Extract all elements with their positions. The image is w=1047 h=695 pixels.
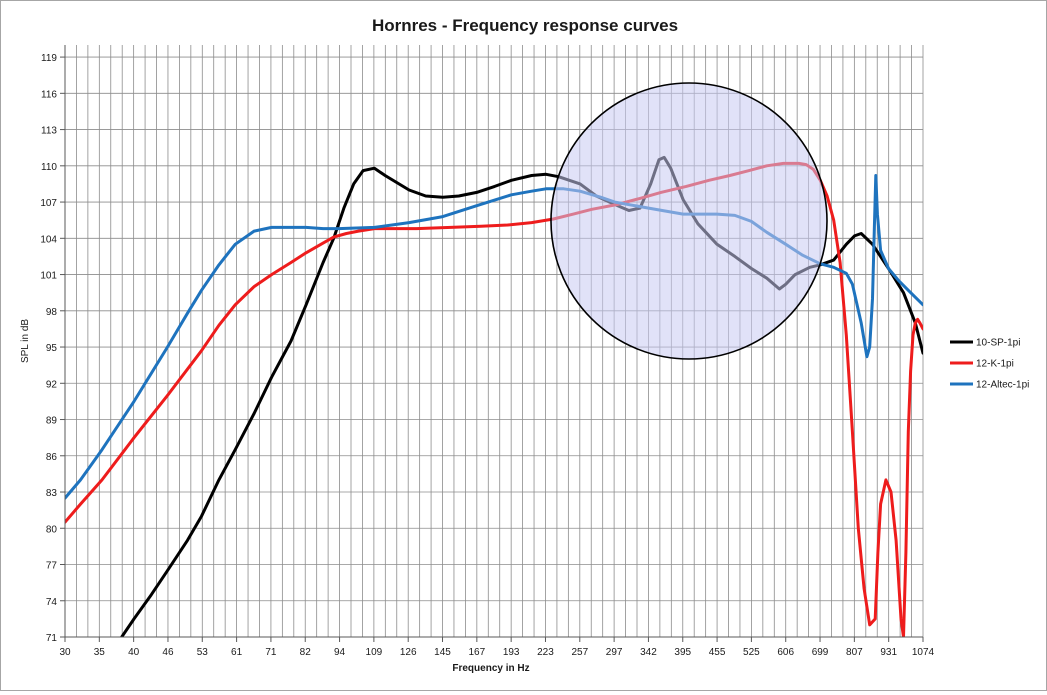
x-tick-label: 46 xyxy=(162,647,174,658)
x-tick-label: 109 xyxy=(366,647,383,658)
x-tick-label: 167 xyxy=(468,647,485,658)
y-tick-label: 98 xyxy=(46,307,58,318)
y-tick-label: 86 xyxy=(46,452,58,463)
y-tick-label: 92 xyxy=(46,379,58,390)
x-tick-label: 35 xyxy=(94,647,106,658)
x-tick-label: 455 xyxy=(709,647,726,658)
highlight-circle xyxy=(550,82,828,360)
y-tick-label: 110 xyxy=(41,162,57,173)
x-tick-label: 145 xyxy=(434,647,451,658)
y-tick-label: 95 xyxy=(46,343,58,354)
y-tick-label: 83 xyxy=(46,488,58,499)
x-tick-label: 1074 xyxy=(912,647,935,658)
chart-title: Hornres - Frequency response curves xyxy=(372,16,678,35)
legend: 10-SP-1pi 12-K-1pi 12-Altec-1pi xyxy=(950,338,1029,391)
y-tick-label: 113 xyxy=(41,126,57,137)
legend-label: 12-Altec-1pi xyxy=(976,380,1029,391)
x-tick-label: 257 xyxy=(571,647,588,658)
y-tick-label: 101 xyxy=(40,271,57,282)
legend-label: 10-SP-1pi xyxy=(976,338,1020,349)
x-tick-label: 82 xyxy=(300,647,312,658)
legend-label: 12-K-1pi xyxy=(976,359,1014,370)
y-tick-label: 80 xyxy=(46,524,58,535)
y-tick-label: 104 xyxy=(40,234,57,245)
x-tick-label: 40 xyxy=(128,647,140,658)
x-tick-label: 30 xyxy=(59,647,71,658)
x-tick-label: 807 xyxy=(846,647,863,658)
y-tick-label: 119 xyxy=(41,53,57,64)
y-tick-label: 77 xyxy=(46,561,58,572)
x-tick-label: 94 xyxy=(334,647,346,658)
x-tick-label: 53 xyxy=(197,647,209,658)
y-tick-label: 71 xyxy=(46,633,58,644)
x-tick-label: 931 xyxy=(880,647,897,658)
axes xyxy=(60,45,924,642)
x-tick-label: 61 xyxy=(231,647,243,658)
x-axis-label: Frequency in Hz xyxy=(452,663,529,674)
x-tick-label: 525 xyxy=(743,647,760,658)
y-tick-label: 89 xyxy=(46,416,58,427)
tick-labels: 71 74 77 80 83 86 89 92 95 98 101 104 107 110 113 116 11… xyxy=(40,53,934,658)
x-tick-label: 126 xyxy=(400,647,417,658)
x-tick-label: 699 xyxy=(812,647,829,658)
x-tick-label: 342 xyxy=(640,647,657,658)
x-tick-label: 193 xyxy=(503,647,520,658)
y-tick-label: 107 xyxy=(40,198,57,209)
x-tick-label: 606 xyxy=(777,647,794,658)
highlight-circle-shape xyxy=(550,82,828,360)
y-tick-label: 116 xyxy=(41,89,57,100)
x-tick-label: 395 xyxy=(674,647,691,658)
x-tick-label: 297 xyxy=(606,647,623,658)
y-axis-label: SPL in dB xyxy=(20,319,31,363)
y-tick-label: 74 xyxy=(46,597,58,608)
x-tick-label: 71 xyxy=(265,647,277,658)
x-tick-label: 223 xyxy=(537,647,554,658)
